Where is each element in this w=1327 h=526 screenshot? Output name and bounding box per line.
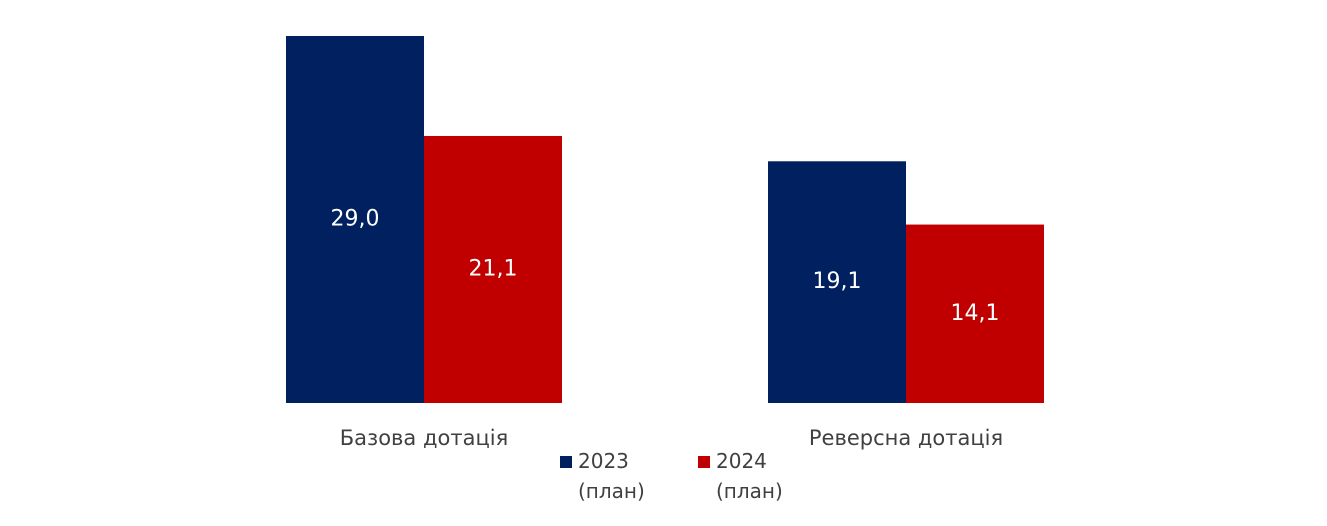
bar (424, 135, 562, 403)
bar (286, 36, 424, 403)
value-label: 21,1 (469, 256, 518, 281)
legend-item: 2023 (план) (560, 446, 650, 506)
legend-swatch (560, 456, 572, 468)
bar (768, 161, 906, 403)
category-label: Реверсна дотація (809, 426, 1003, 450)
legend-swatch (698, 456, 710, 468)
legend-label: 2024 (план) (716, 449, 783, 503)
value-label: 14,1 (951, 301, 1000, 326)
legend: 2023 (план) 2024 (план) (560, 446, 836, 506)
legend-label: 2023 (план) (578, 449, 645, 503)
legend-item: 2024 (план) (698, 446, 788, 506)
bar (906, 224, 1044, 403)
value-label: 19,1 (813, 269, 862, 294)
value-label: 29,0 (331, 207, 380, 232)
category-label: Базова дотація (340, 426, 508, 450)
